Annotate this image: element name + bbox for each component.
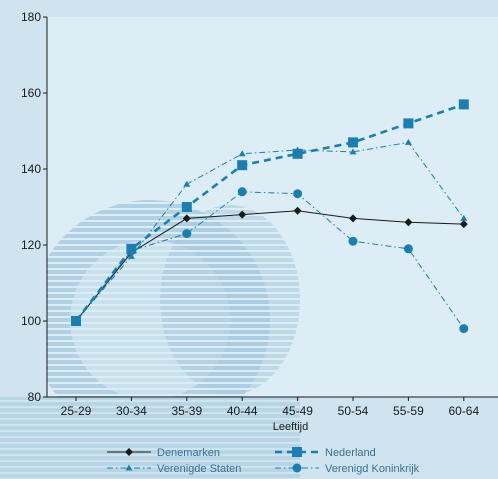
legend-marker-denemarken xyxy=(125,448,133,456)
x-tick-label: 45-49 xyxy=(282,404,313,418)
legend-label-nederland: Nederland xyxy=(325,447,376,459)
x-tick-label: 30-34 xyxy=(116,404,147,418)
x-tick-label: 25-29 xyxy=(61,404,92,418)
data-point-denemarken xyxy=(238,210,247,219)
data-point-nederland xyxy=(348,137,358,148)
data-point-verenigde-staten xyxy=(349,148,357,155)
legend-item-denemarken: Denemarken xyxy=(107,447,220,459)
x-tick-label: 40-44 xyxy=(227,404,258,418)
legend-marker-verenigde-staten xyxy=(125,464,133,471)
axes: 80 100 120 140 160 180 25-29 30-34 35-39 40-44 45-… xyxy=(21,10,498,433)
data-point-nederland xyxy=(237,160,248,171)
legend-item-verenigde-staten: Verenigde Staten xyxy=(107,463,241,475)
data-point-verenigd-koninkrijk xyxy=(348,236,358,246)
legend-item-verenigd-koninkrijk: Verenigd Koninkrijk xyxy=(275,463,420,475)
x-tick-label: 35-39 xyxy=(171,404,202,418)
y-tick-label: 160 xyxy=(21,86,41,100)
data-point-denemarken xyxy=(182,214,191,223)
data-point-verenigd-koninkrijk xyxy=(293,189,303,199)
legend-item-nederland: Nederland xyxy=(275,447,376,459)
data-point-nederland xyxy=(181,202,192,212)
series-line-nederland xyxy=(74,103,465,322)
x-tick-label: 55-59 xyxy=(393,404,424,418)
x-tick-label: 60-64 xyxy=(448,404,479,418)
data-point-denemarken xyxy=(349,214,357,223)
y-tick-label: 80 xyxy=(28,390,42,404)
background-logo-watermark xyxy=(47,200,300,397)
y-tick-label: 180 xyxy=(21,10,41,24)
y-tick-label: 140 xyxy=(21,162,41,176)
data-point-nederland xyxy=(71,316,81,326)
y-tick-label: 100 xyxy=(21,314,41,328)
data-point-verenigde-staten xyxy=(127,252,135,259)
legend-label-verenigd-koninkrijk: Verenigd Koninkrijk xyxy=(325,463,420,475)
legend-label-verenigde-staten: Verenigde Staten xyxy=(157,463,241,475)
series-nederland xyxy=(71,99,469,326)
data-point-nederland xyxy=(126,243,137,254)
series-layer xyxy=(71,99,469,334)
series-line-denemarken xyxy=(75,210,464,322)
series-verenigd-koninkrijk xyxy=(71,187,469,334)
data-point-verenigde-staten xyxy=(238,150,246,157)
footer-watermark xyxy=(0,397,300,479)
data-point-denemarken xyxy=(404,218,413,227)
data-point-verenigd-koninkrijk xyxy=(459,324,469,334)
data-point-nederland xyxy=(292,148,303,159)
data-point-verenigd-koninkrijk xyxy=(403,244,413,254)
x-tick-label: 50-54 xyxy=(338,404,369,418)
legend-marker-verenigd-koninkrijk xyxy=(292,463,302,473)
x-axis-title: Leeftijd xyxy=(273,421,308,433)
series-line-verenigd-koninkrijk xyxy=(75,191,465,329)
data-point-denemarken xyxy=(293,206,302,215)
legend: Denemarken Nederland Verenigde Staten Veren… xyxy=(107,447,420,475)
legend-marker-nederland xyxy=(292,447,302,457)
data-point-verenigde-staten xyxy=(460,214,468,221)
data-point-denemarken xyxy=(459,220,468,229)
data-point-verenigd-koninkrijk xyxy=(182,229,192,239)
data-point-verenigde-staten xyxy=(404,138,412,145)
y-tick-label: 120 xyxy=(21,238,41,252)
data-point-nederland xyxy=(403,118,414,129)
legend-label-denemarken: Denemarken xyxy=(157,447,220,459)
data-point-verenigd-koninkrijk xyxy=(237,187,247,197)
series-line-verenigde-staten xyxy=(75,141,465,322)
data-point-nederland xyxy=(458,99,469,110)
data-point-verenigde-staten xyxy=(183,180,191,187)
